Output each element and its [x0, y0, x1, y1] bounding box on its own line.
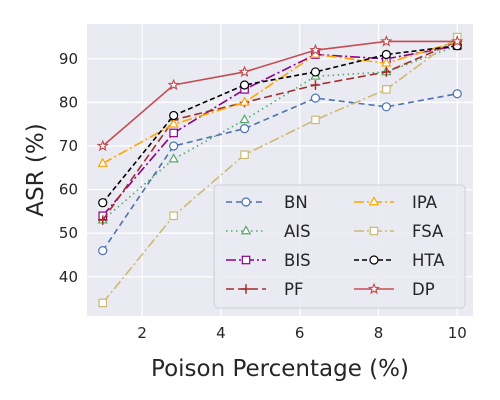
- legend-item-bn: BN: [226, 193, 308, 212]
- legend-label: BIS: [284, 251, 311, 270]
- series-layer: [96, 32, 464, 308]
- legend-label: DP: [412, 280, 435, 299]
- legend-item-ais: AIS: [226, 222, 311, 241]
- data-point: [168, 153, 179, 163]
- data-point: [239, 96, 250, 106]
- legend-marker: [240, 225, 252, 235]
- series-line-dp: [102, 40, 458, 147]
- data-point: [169, 128, 178, 138]
- data-point: [382, 85, 391, 94]
- data-point: [169, 141, 179, 151]
- legend-label: IPA: [412, 193, 438, 212]
- data-point: [311, 115, 320, 125]
- legend: BN AIS BIS PF IPA FSA HTA DP: [213, 184, 466, 309]
- series-line-fsa: [102, 36, 458, 304]
- data-point: [381, 67, 392, 77]
- x-tick-label: 4: [216, 324, 226, 342]
- legend-marker: [241, 255, 251, 265]
- data-point: [239, 114, 250, 124]
- series-dp: [96, 35, 464, 152]
- legend-label: PF: [284, 280, 303, 299]
- series-line-ipa: [102, 40, 458, 165]
- data-point: [452, 89, 462, 99]
- legend-item-bis: BIS: [226, 251, 311, 270]
- x-tick-label: 6: [295, 324, 305, 342]
- legend-item-ipa: IPA: [354, 193, 438, 212]
- y-tick-label: 80: [59, 93, 78, 111]
- data-point: [98, 198, 108, 208]
- legend-box: [213, 184, 466, 309]
- data-point: [97, 157, 108, 167]
- data-point: [239, 80, 250, 90]
- data-point: [381, 102, 391, 112]
- series-line-bn: [102, 92, 458, 252]
- data-point: [238, 65, 251, 78]
- data-point: [98, 246, 108, 256]
- data-point: [310, 93, 321, 103]
- data-point: [168, 118, 179, 128]
- series-line-pf: [102, 40, 458, 221]
- legend-item-pf: PF: [226, 280, 303, 299]
- series-hta: [98, 41, 462, 208]
- y-axis-label: ASR (%): [23, 123, 49, 216]
- legend-marker: [369, 255, 379, 265]
- series-bn: [98, 89, 462, 256]
- data-point: [381, 57, 392, 67]
- y-tick-label: 50: [59, 224, 78, 242]
- data-point: [169, 211, 178, 221]
- y-tick-label: 90: [59, 50, 78, 68]
- legend-label: BN: [284, 193, 308, 212]
- x-tick-label: 8: [374, 324, 384, 342]
- legend-marker: [368, 196, 380, 206]
- data-point: [239, 123, 250, 134]
- y-tick-label: 70: [59, 137, 78, 155]
- data-point: [380, 35, 393, 47]
- data-point: [240, 150, 249, 160]
- data-point: [167, 78, 180, 91]
- data-point: [310, 67, 321, 77]
- data-point: [309, 43, 322, 56]
- data-point: [98, 298, 108, 308]
- legend-item-fsa: FSA: [354, 222, 444, 241]
- legend-label: FSA: [412, 222, 444, 241]
- y-tick-label: 40: [59, 268, 78, 286]
- data-point: [96, 139, 109, 152]
- legend-marker: [241, 284, 251, 294]
- x-axis-label: Poison Percentage (%): [151, 356, 409, 382]
- legend-marker: [367, 282, 381, 295]
- data-point: [169, 110, 179, 121]
- y-tick-label: 60: [59, 181, 78, 199]
- data-point: [310, 80, 321, 90]
- series-ipa: [97, 35, 463, 167]
- data-point: [381, 49, 391, 60]
- tick-labels: 40 50 60 70 80 90 2 4 6 8 10: [59, 50, 467, 342]
- x-tick-label: 2: [137, 324, 147, 342]
- legend-marker: [369, 226, 379, 236]
- series-line-hta: [102, 44, 458, 204]
- series-line-bis: [102, 45, 458, 217]
- legend-item-dp: DP: [354, 280, 435, 299]
- legend-label: AIS: [284, 222, 311, 241]
- x-tick-label: 10: [448, 324, 467, 342]
- legend-label: HTA: [412, 251, 445, 270]
- data-point: [97, 215, 108, 225]
- legend-marker: [241, 197, 251, 207]
- legend-item-hta: HTA: [354, 251, 445, 270]
- data-point: [451, 35, 464, 47]
